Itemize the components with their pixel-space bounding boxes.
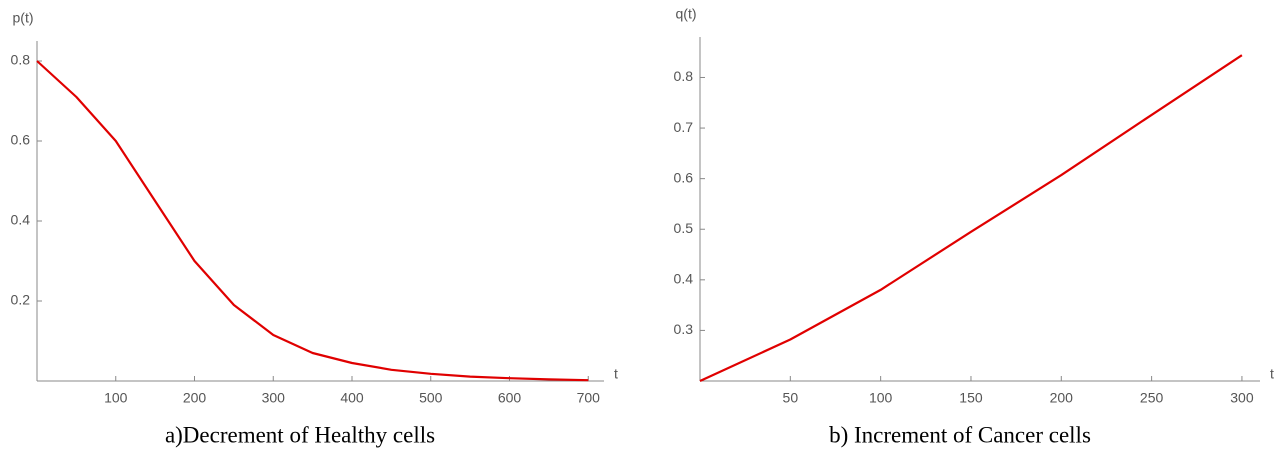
y-tick-label: 0.6: [11, 132, 31, 148]
y-tick-label: 0.2: [11, 292, 31, 308]
caption: b) Increment of Cancer cells: [829, 422, 1091, 447]
y-tick-label: 0.8: [11, 52, 31, 68]
x-tick-label: 300: [262, 390, 286, 406]
x-tick-label: 100: [869, 390, 893, 406]
y-tick-label: 0.8: [674, 68, 694, 84]
x-tick-label: 200: [1050, 390, 1074, 406]
x-tick-label: 200: [183, 390, 207, 406]
x-tick-label: 250: [1140, 390, 1164, 406]
y-axis-label: p(t): [13, 10, 34, 26]
x-tick-label: 700: [577, 390, 601, 406]
x-tick-label: 100: [104, 390, 128, 406]
y-tick-label: 0.7: [674, 119, 694, 135]
caption: a)Decrement of Healthy cells: [165, 422, 435, 447]
y-tick-label: 0.5: [674, 220, 694, 236]
figure: 100 200 300 400 500 600 700 0.2 0.4 0.6 0.8 p(t) t a)…: [0, 0, 1288, 470]
x-tick-label: 600: [498, 390, 522, 406]
x-axis-label: t: [1270, 366, 1274, 382]
y-tick-label: 0.6: [674, 169, 694, 185]
x-tick-label: 300: [1230, 390, 1254, 406]
data-line: [37, 61, 588, 380]
x-tick-label: 50: [783, 390, 799, 406]
y-tick-label: 0.3: [674, 321, 694, 337]
y-tick-label: 0.4: [674, 271, 694, 287]
x-axis-label: t: [614, 366, 618, 382]
y-tick-label: 0.4: [11, 212, 31, 228]
x-tick-label: 500: [419, 390, 443, 406]
x-tick-label: 150: [959, 390, 983, 406]
y-axis-label: q(t): [676, 6, 697, 22]
x-tick-label: 400: [340, 390, 364, 406]
data-line: [700, 55, 1242, 381]
